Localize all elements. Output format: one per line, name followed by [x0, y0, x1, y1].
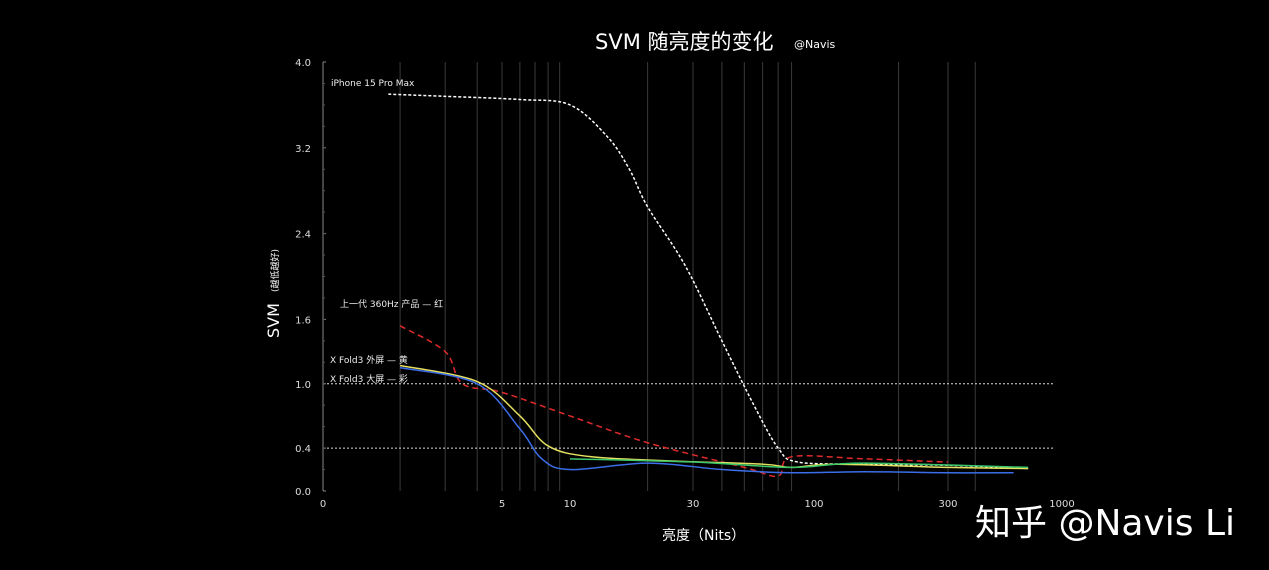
x-tick-label: 1000: [1049, 499, 1074, 510]
annotation-prev-360hz: 上一代 360Hz 产品 — 红: [340, 298, 443, 310]
reference-lines: [323, 383, 1055, 449]
x-tick-label: 5: [499, 499, 505, 510]
x-tick-label: 100: [804, 499, 823, 510]
y-ticks: 0.0 0.4 1.0 1.6 2.4 3.2 4.0: [295, 58, 326, 498]
chart-title: SVM 随亮度的变化: [595, 30, 774, 54]
y-tick-label: 2.4: [295, 230, 311, 241]
chart-title-credit: @Navis: [794, 38, 836, 51]
series-lines: [388, 93, 1029, 478]
series-line-0: [388, 93, 1029, 470]
series-line-2: [399, 364, 1029, 470]
x-tick-label: 30: [687, 499, 700, 510]
y-tick-label: 3.2: [295, 144, 311, 155]
x-tick-label: 0: [320, 499, 326, 510]
x-tick-label: 10: [564, 499, 577, 510]
y-axis-label: SVM: [264, 303, 283, 338]
x-axis-label: 亮度（Nits）: [662, 527, 745, 544]
y-tick-label: 1.0: [295, 380, 311, 391]
annotation-iphone: iPhone 15 Pro Max: [331, 79, 415, 89]
series-line-4: [569, 458, 1029, 469]
series-line-3: [399, 366, 1014, 474]
x-tick-label: 300: [938, 499, 957, 510]
annotation-fold3-outer: X Fold3 外屏 — 黄: [330, 354, 408, 366]
y-tick-label: 4.0: [295, 58, 311, 69]
vertical-grid: [399, 62, 976, 491]
y-tick-label: 0.0: [295, 487, 311, 498]
annotation-fold3-main: X Fold3 大屏 — 彩: [330, 373, 408, 385]
x-ticks: 0 5 10 30 100 300 1000: [320, 499, 1075, 510]
watermark: 知乎 @Navis Li: [975, 503, 1235, 544]
series-line-1: [399, 325, 949, 478]
y-tick-label: 1.6: [295, 315, 311, 326]
y-tick-label: 0.4: [295, 444, 311, 455]
y-axis-label-note: (越低越好): [269, 249, 281, 292]
